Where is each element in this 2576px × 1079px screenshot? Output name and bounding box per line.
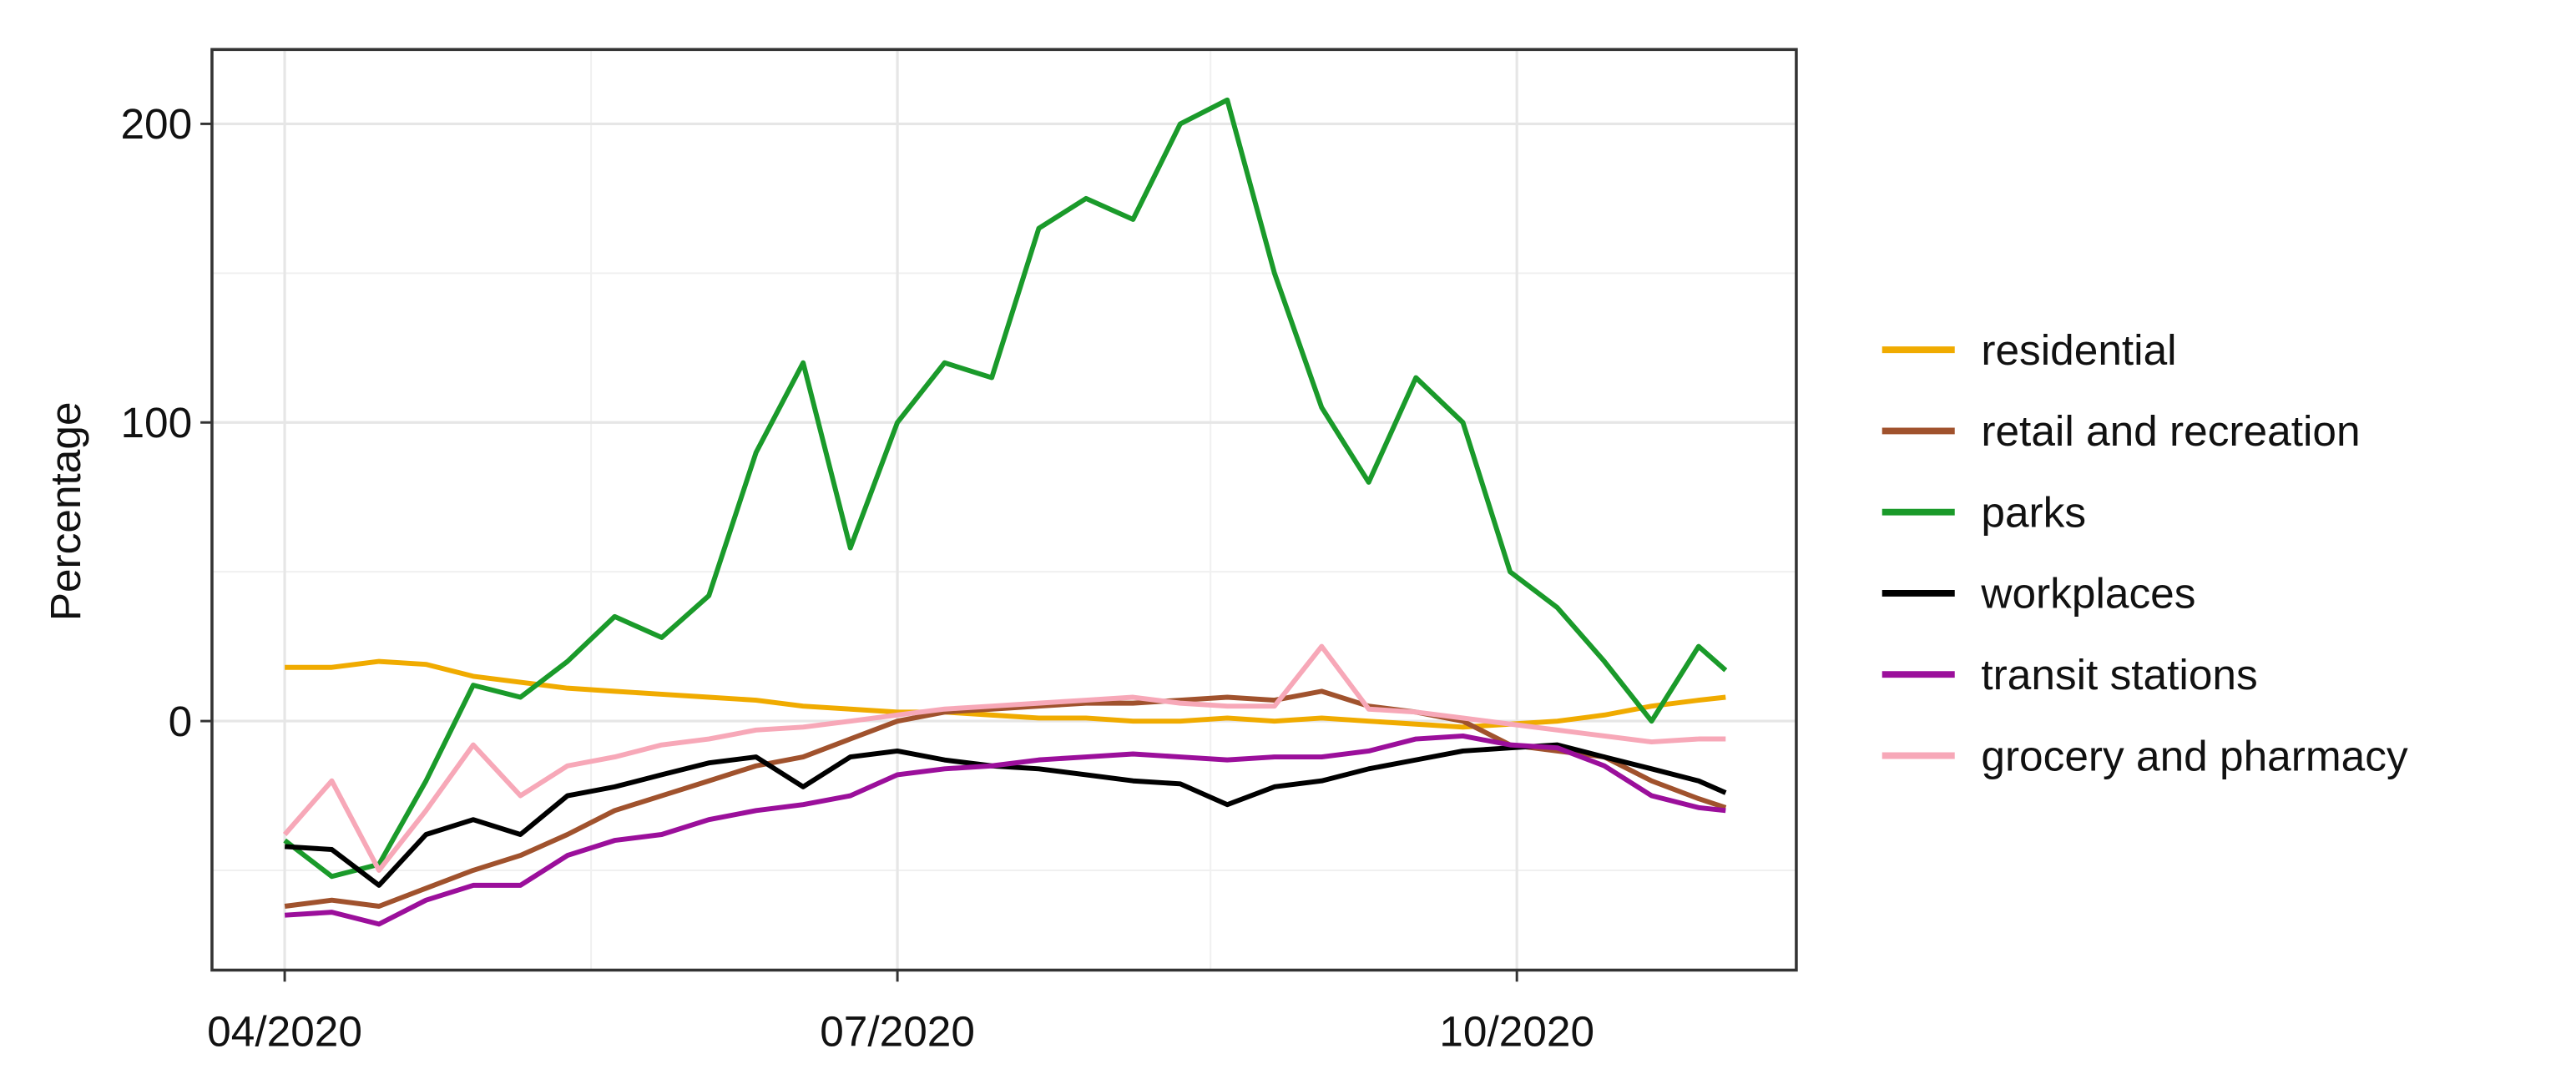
x-tick-label: 10/2020 [1439,1006,1594,1055]
data-line [284,742,1727,888]
plot-border [210,48,1798,972]
legend-label: parks [1981,487,2086,536]
legend-label: retail and recreation [1981,406,2360,455]
data-line [282,643,1726,873]
x-tick-label: 07/2020 [820,1006,975,1055]
y-tick-label: 200 [120,99,192,148]
x-tick-label: 04/2020 [207,1006,362,1055]
legend-label: residential [1981,325,2176,374]
y-axis-label: Percentage [41,401,89,621]
legend-label: transit stations [1981,650,2257,698]
legend-label: grocery and pharmacy [1981,731,2408,779]
legend-label: workplaces [1980,569,2195,618]
y-tick-label: 100 [120,398,192,446]
y-tick-label: 0 [169,697,193,745]
plot-background [211,49,1796,971]
data-line [283,97,1728,880]
data-line [284,734,1726,927]
